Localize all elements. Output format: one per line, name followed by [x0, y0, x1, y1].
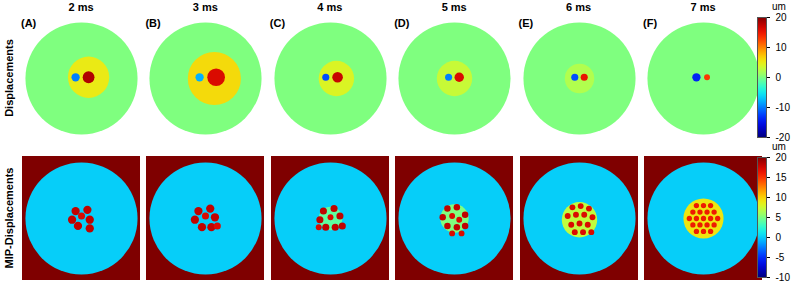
- svg-text:-10: -10: [776, 272, 791, 283]
- html-text:(A): (A): [21, 17, 37, 29]
- svg-text:0: 0: [776, 72, 782, 83]
- svg-text:10: 10: [776, 42, 788, 53]
- html-text:6 ms: 6 ms: [566, 1, 592, 13]
- html-text:3 ms: 3 ms: [192, 1, 218, 13]
- html-text:5 ms: 5 ms: [441, 1, 467, 13]
- html-text:2 ms: 2 ms: [68, 1, 94, 13]
- html-text:(F): (F): [643, 17, 657, 29]
- svg-text:-5: -5: [776, 252, 785, 263]
- html-text:4 ms: 4 ms: [317, 1, 343, 13]
- html-text:um: um: [772, 141, 786, 152]
- svg-text:15: 15: [776, 172, 788, 183]
- svg-text:20: 20: [776, 12, 788, 23]
- svg-text:-20: -20: [775, 131, 790, 143]
- html-text:7 ms: 7 ms: [690, 1, 716, 13]
- html-text:(D): (D): [394, 17, 410, 29]
- html-text:(C): (C): [269, 17, 286, 29]
- svg-text:0: 0: [776, 232, 782, 243]
- html-text:(B): (B): [145, 17, 161, 29]
- svg-text:20: 20: [776, 152, 788, 163]
- html-text:MIP-Displacements: MIP-Displacements: [3, 167, 15, 269]
- svg-text:5: 5: [776, 212, 782, 223]
- html-text:um: um: [772, 1, 786, 12]
- html-text:Displacements: Displacements: [3, 39, 15, 117]
- svg-text:-10: -10: [776, 102, 791, 113]
- svg-text:10: 10: [776, 192, 788, 203]
- html-text:(E): (E): [518, 17, 534, 29]
